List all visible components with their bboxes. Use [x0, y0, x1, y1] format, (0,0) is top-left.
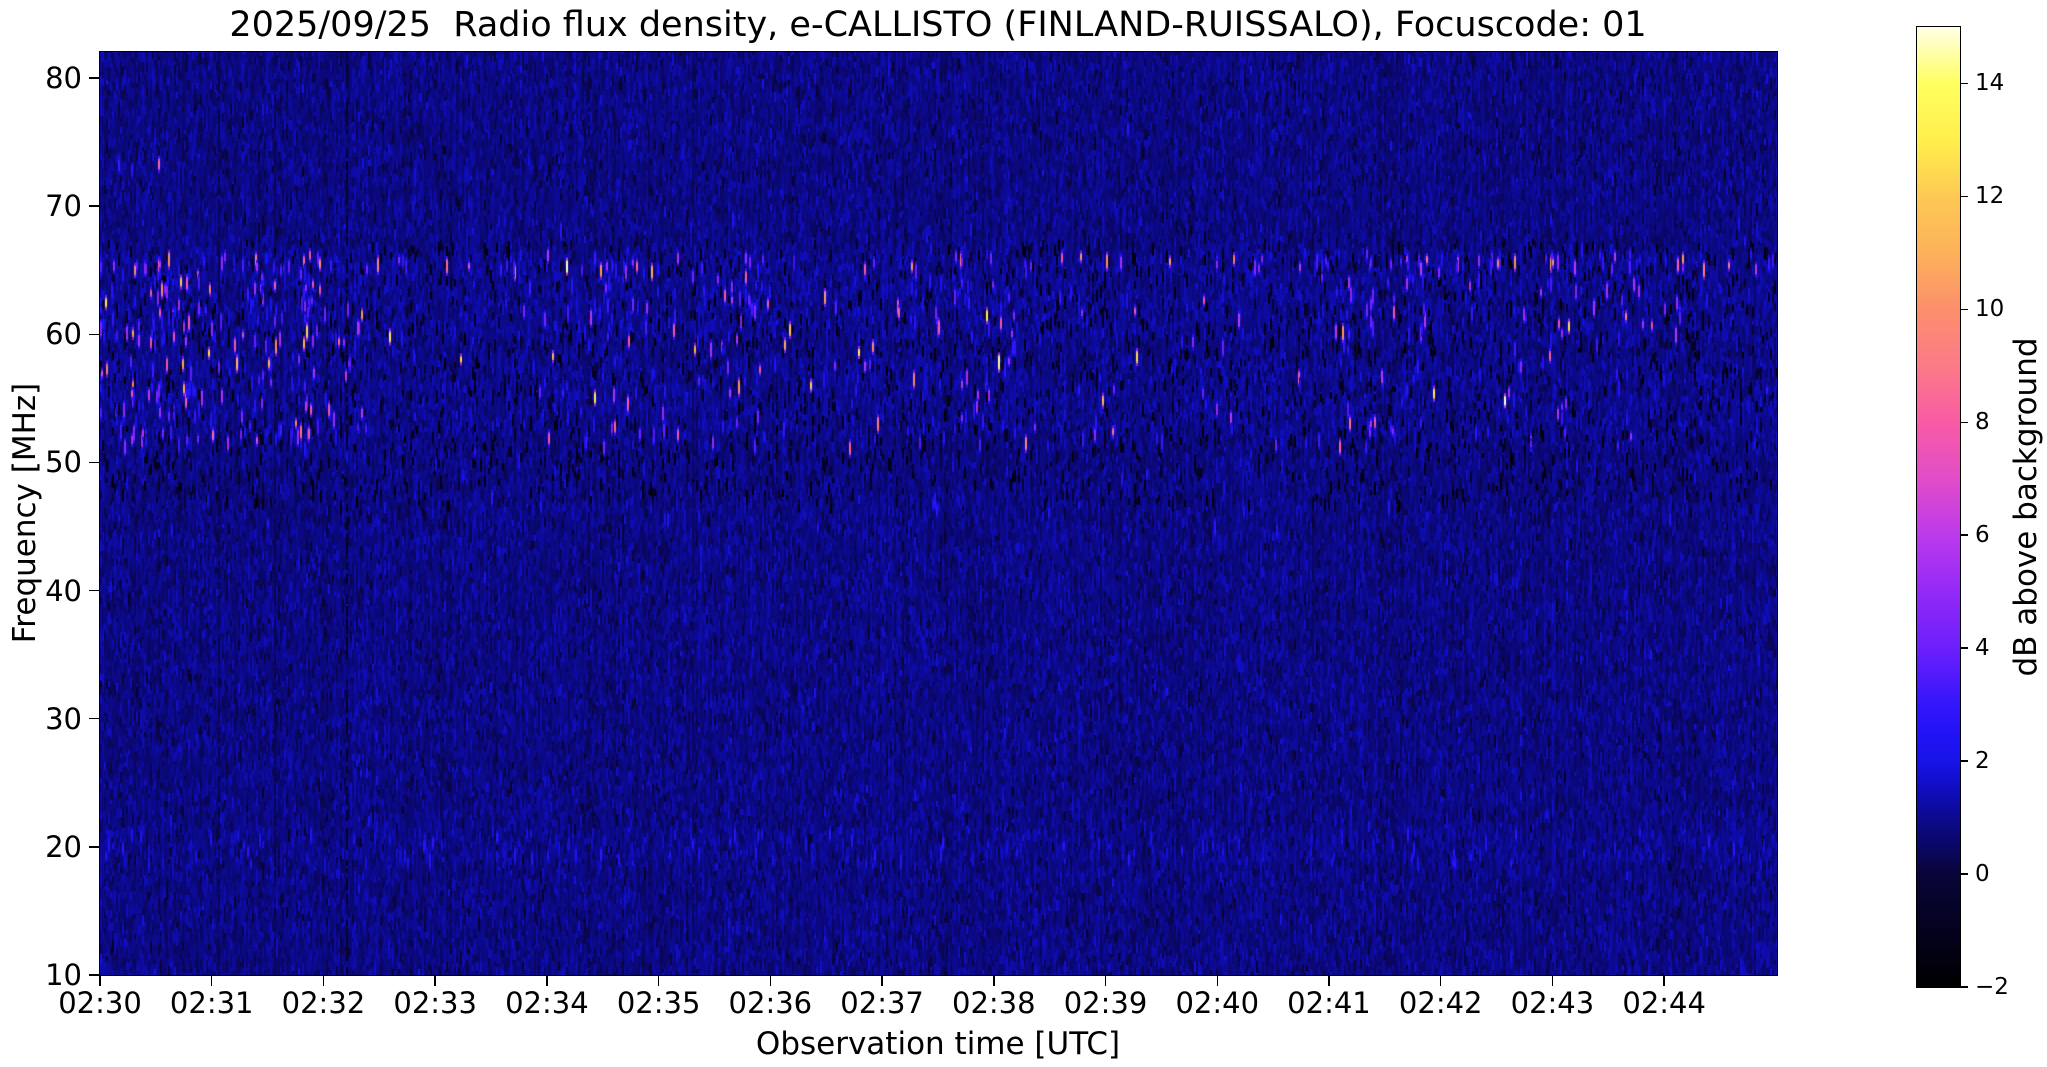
colorbar-tick-mark [1961, 647, 1968, 649]
colorbar-tick-label: 6 [1975, 522, 1990, 549]
x-tick-mark [1551, 975, 1554, 986]
x-tick-mark [769, 975, 772, 986]
colorbar-tick-label: 8 [1975, 409, 1990, 436]
y-tick-mark [89, 589, 100, 592]
y-tick-label: 20 [45, 829, 82, 864]
x-tick-mark [993, 975, 995, 986]
x-tick-label: 02:41 [1287, 986, 1371, 1020]
x-tick-label: 02:30 [58, 986, 142, 1020]
x-tick-label: 02:37 [840, 986, 924, 1020]
x-tick-mark [99, 975, 101, 986]
x-tick-mark [1328, 975, 1330, 986]
spectrogram-canvas [100, 52, 1777, 975]
y-tick-label: 30 [45, 701, 82, 736]
x-tick-mark [1104, 975, 1107, 986]
x-tick-mark [881, 975, 883, 986]
x-axis-label: Observation time [UTC] [755, 1026, 1121, 1062]
y-tick-label: 10 [45, 958, 82, 992]
x-tick-label: 02:38 [952, 986, 1036, 1020]
y-tick-label: 40 [45, 573, 82, 608]
x-tick-label: 02:33 [393, 986, 477, 1020]
y-tick-mark [89, 717, 100, 720]
y-tick-mark [89, 77, 100, 79]
x-tick-mark [657, 975, 660, 986]
x-tick-mark [1216, 975, 1218, 986]
colorbar-tick-mark [1961, 986, 1968, 988]
colorbar-tick-label: 10 [1975, 296, 2005, 323]
figure-title: 2025/09/25 Radio flux density, e-CALLIST… [229, 5, 1647, 45]
colorbar-tick-label: 0 [1975, 861, 1990, 888]
x-tick-mark [1439, 975, 1442, 986]
colorbar-tick-mark [1961, 82, 1968, 85]
x-tick-mark [1663, 975, 1665, 986]
colorbar-tick-mark [1961, 760, 1968, 762]
y-tick-mark [89, 974, 100, 976]
x-tick-mark [210, 975, 213, 986]
y-tick-mark [89, 205, 100, 207]
x-tick-label: 02:42 [1398, 986, 1483, 1020]
colorbar-tick-label: 12 [1975, 183, 2005, 210]
x-tick-label: 02:43 [1510, 986, 1595, 1020]
x-tick-mark [322, 975, 325, 986]
x-tick-label: 02:34 [505, 986, 589, 1020]
colorbar-tick-label: 2 [1975, 748, 1990, 775]
plot-area [99, 51, 1778, 976]
x-tick-label: 02:44 [1622, 986, 1706, 1020]
colorbar-tick-mark [1961, 308, 1968, 311]
x-tick-label: 02:40 [1175, 986, 1260, 1020]
y-tick-label: 50 [45, 445, 82, 480]
x-tick-mark [546, 975, 548, 986]
colorbar-tick-label: 4 [1975, 635, 1990, 662]
colorbar-tick-label: −2 [1975, 974, 2009, 1000]
colorbar [1916, 26, 1961, 988]
y-tick-label: 70 [45, 189, 82, 224]
y-tick-label: 60 [45, 317, 82, 352]
y-tick-mark [89, 333, 100, 336]
x-tick-label: 02:35 [616, 986, 701, 1020]
y-tick-mark [89, 461, 100, 464]
colorbar-tick-mark [1961, 195, 1968, 198]
x-tick-label: 02:31 [169, 986, 254, 1020]
colorbar-tick-label: 14 [1975, 70, 2005, 97]
x-tick-mark [434, 975, 436, 986]
x-tick-label: 02:39 [1063, 986, 1148, 1020]
colorbar-tick-mark [1961, 534, 1968, 536]
y-tick-mark [89, 846, 100, 848]
x-tick-label: 02:32 [281, 986, 366, 1020]
y-axis-label: Frequency [MHz] [7, 382, 43, 644]
colorbar-gradient [1917, 27, 1960, 987]
colorbar-label: dB above background [2008, 337, 2044, 677]
colorbar-tick-mark [1961, 873, 1968, 875]
colorbar-tick-mark [1961, 421, 1968, 424]
y-tick-label: 80 [45, 61, 82, 95]
x-tick-label: 02:36 [728, 986, 813, 1020]
